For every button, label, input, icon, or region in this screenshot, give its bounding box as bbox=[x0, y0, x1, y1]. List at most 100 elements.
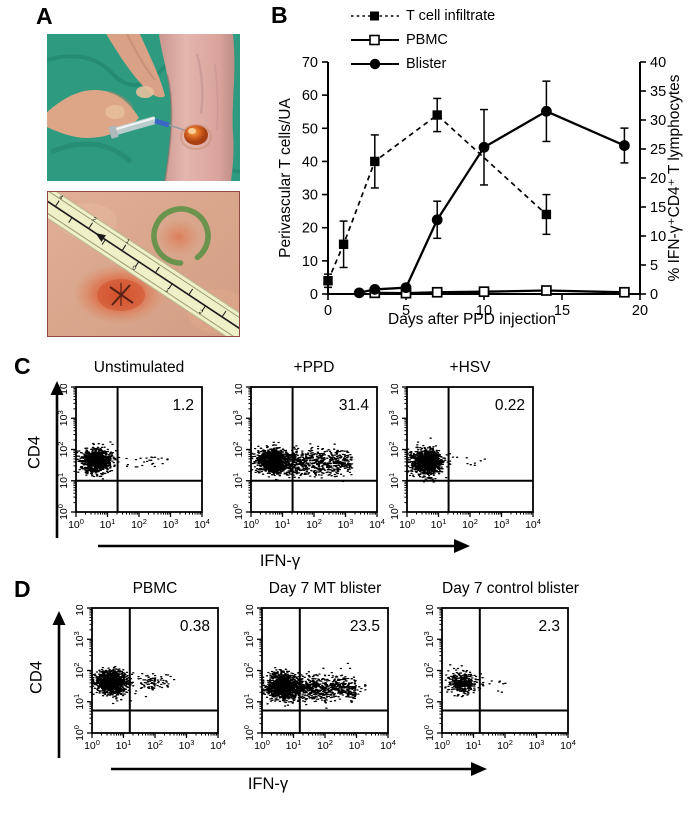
svg-text:100: 100 bbox=[68, 517, 84, 530]
svg-text:2: 2 bbox=[197, 309, 204, 316]
svg-text:50: 50 bbox=[302, 121, 318, 137]
svg-text:70: 70 bbox=[302, 55, 318, 71]
svg-text:104: 104 bbox=[380, 738, 396, 751]
legend-label: PBMC bbox=[406, 31, 448, 48]
svg-text:60: 60 bbox=[302, 88, 318, 104]
legend-marker-open-square bbox=[351, 34, 399, 45]
svg-text:101: 101 bbox=[466, 738, 482, 751]
svg-text:104: 104 bbox=[210, 738, 226, 751]
svg-text:5: 5 bbox=[650, 258, 658, 274]
svg-text:101: 101 bbox=[233, 473, 245, 489]
panel-b-label: B bbox=[271, 2, 288, 28]
quadrant-percentage: 0.22 bbox=[494, 397, 525, 414]
forearm bbox=[159, 34, 235, 181]
ppd-site bbox=[157, 218, 201, 256]
legend-item-blister: Blister bbox=[350, 53, 495, 74]
flow-scatter: 100100 101 101 102 102 103 103 104 104 bbox=[422, 600, 576, 752]
svg-text:100: 100 bbox=[254, 738, 270, 751]
log-ticks: 100100 101 101 102 102 103 103 104 104 bbox=[387, 379, 541, 531]
cd4-axis-label-c: CD4 bbox=[25, 436, 44, 470]
svg-text:102: 102 bbox=[233, 442, 245, 458]
svg-text:102: 102 bbox=[497, 738, 513, 751]
svg-text:104: 104 bbox=[194, 517, 210, 530]
log-ticks: 100100 101 101 102 102 103 103 104 104 bbox=[422, 600, 576, 752]
svg-text:102: 102 bbox=[306, 517, 322, 530]
svg-text:103: 103 bbox=[163, 517, 179, 530]
svg-text:0: 0 bbox=[310, 287, 318, 303]
scatter-dots bbox=[91, 665, 176, 705]
legend-marker-filled-circle bbox=[351, 58, 399, 69]
svg-text:101: 101 bbox=[58, 473, 70, 489]
quadrant-percentage: 1.2 bbox=[172, 397, 194, 414]
series-blister bbox=[353, 80, 630, 299]
scatter-dots bbox=[250, 441, 354, 482]
svg-text:40: 40 bbox=[650, 55, 666, 71]
flow-scatter: 100100 101 101 102 102 103 103 104 104 bbox=[56, 379, 210, 531]
quadrant-percentage: 2.3 bbox=[538, 618, 560, 635]
svg-text:0: 0 bbox=[650, 287, 658, 303]
svg-text:103: 103 bbox=[338, 517, 354, 530]
svg-text:103: 103 bbox=[389, 410, 401, 426]
svg-text:101: 101 bbox=[286, 738, 302, 751]
svg-text:15: 15 bbox=[650, 200, 666, 216]
quadrant-gates bbox=[442, 608, 568, 733]
svg-text:1: 1 bbox=[164, 287, 171, 294]
svg-text:0: 0 bbox=[131, 265, 138, 272]
svg-text:101: 101 bbox=[424, 694, 436, 710]
flow-plot-control-blister: Day 7 control blister 100100 101 101 102 102… bbox=[422, 580, 579, 752]
syringe bbox=[108, 116, 188, 139]
flow-scatter: 100100 101 101 102 102 103 103 104 104 bbox=[242, 600, 396, 752]
svg-text:103: 103 bbox=[494, 517, 510, 530]
svg-text:15: 15 bbox=[554, 303, 570, 319]
cd4-axis-label-d: CD4 bbox=[27, 661, 46, 695]
svg-text:100: 100 bbox=[233, 504, 245, 520]
svg-text:102: 102 bbox=[424, 663, 436, 679]
scatter-dots bbox=[75, 441, 169, 482]
flow-plot-title: PBMC bbox=[132, 580, 178, 597]
ifng-axis-arrow-d bbox=[111, 762, 487, 776]
quadrant-gates bbox=[262, 608, 388, 733]
flow-plot-title: +PPD bbox=[293, 359, 335, 376]
svg-text:104: 104 bbox=[560, 738, 576, 751]
svg-text:100: 100 bbox=[434, 738, 450, 751]
panel-a-label: A bbox=[36, 3, 53, 29]
panel-c-label: C bbox=[14, 353, 31, 379]
svg-text:103: 103 bbox=[74, 631, 86, 647]
quadrant-percentage: 23.5 bbox=[349, 618, 380, 635]
svg-text:10: 10 bbox=[302, 254, 318, 270]
svg-text:102: 102 bbox=[317, 738, 333, 751]
legend-label: Blister bbox=[406, 55, 447, 72]
quadrant-gates bbox=[92, 608, 218, 733]
flow-plot-mt-blister: Day 7 MT blister 10010010110110210210310… bbox=[242, 580, 396, 752]
svg-text:20: 20 bbox=[650, 171, 666, 187]
flow-plot-title: Day 7 MT blister bbox=[268, 580, 382, 597]
svg-text:4: 4 bbox=[58, 195, 65, 202]
scatter-dots bbox=[261, 662, 367, 709]
chart-ticks: 0 10 20 30 40 50 60 70 0 5 10 15 20 25 30 35 40 0 5 10 15 20 bbox=[302, 55, 666, 319]
svg-text:100: 100 bbox=[399, 517, 415, 530]
svg-text:2: 2 bbox=[91, 217, 98, 224]
svg-text:102: 102 bbox=[58, 442, 70, 458]
series-t-cell-infiltrate bbox=[323, 97, 552, 289]
svg-text:104: 104 bbox=[58, 384, 70, 395]
svg-text:% IFN-γ⁺CD4⁺ T lymphocytes: % IFN-γ⁺CD4⁺ T lymphocytes bbox=[666, 74, 683, 281]
quadrant-percentage: 31.4 bbox=[338, 397, 369, 414]
legend-marker-filled-square-dashed bbox=[351, 11, 399, 20]
flow-plot-title: Unstimulated bbox=[93, 359, 185, 376]
flow-plot-hsv: +HSV 100100 101 101 102 102 103 103 104 104 0.22 bbox=[387, 359, 541, 531]
svg-text:100: 100 bbox=[244, 725, 256, 741]
svg-text:10: 10 bbox=[650, 229, 666, 245]
legend-item-tcell-infiltrate: T cell infiltrate bbox=[350, 5, 495, 26]
svg-text:104: 104 bbox=[74, 605, 86, 616]
svg-text:101: 101 bbox=[275, 517, 291, 530]
ppd-injection-photo bbox=[47, 34, 240, 181]
flow-plot-pbmc: PBMC 100100 101 101 102 102 103 103 104 104 0.38 bbox=[72, 580, 226, 752]
quadrant-gates bbox=[407, 387, 533, 512]
hand-upper bbox=[106, 34, 165, 98]
svg-text:Perivascular T cells/UA: Perivascular T cells/UA bbox=[277, 98, 294, 258]
ifng-axis-label-c: IFN-γ bbox=[259, 552, 301, 570]
svg-text:103: 103 bbox=[424, 631, 436, 647]
svg-text:102: 102 bbox=[389, 442, 401, 458]
ifng-axis-label-d: IFN-γ bbox=[247, 775, 289, 793]
